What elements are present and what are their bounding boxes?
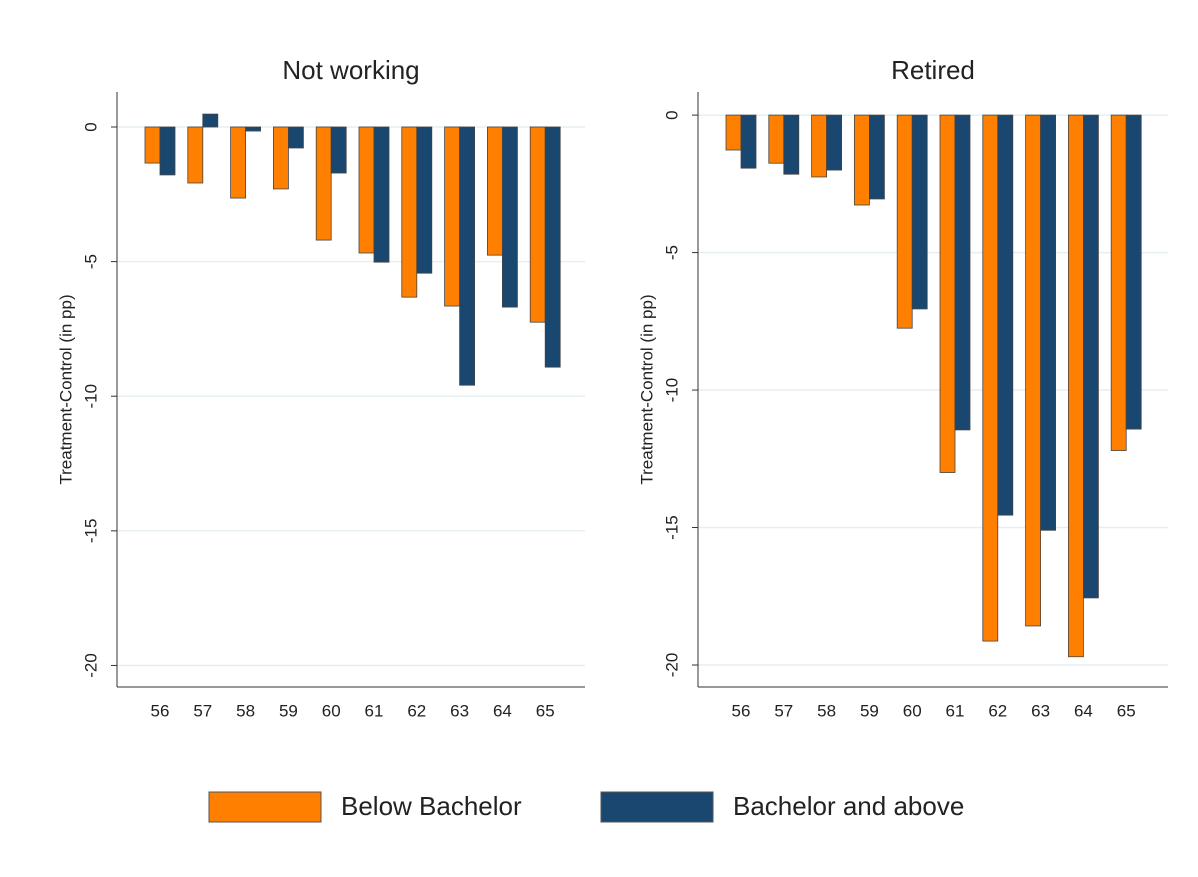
bar <box>854 114 870 206</box>
bar <box>486 126 503 256</box>
bar <box>768 114 785 164</box>
bar <box>144 126 161 164</box>
x-tick-label: 59 <box>860 701 879 720</box>
bar <box>416 126 433 274</box>
x-tick-label: 61 <box>946 701 965 720</box>
x-tick-label: 63 <box>1031 701 1050 720</box>
y-tick-label: -20 <box>662 653 681 678</box>
bar <box>1083 114 1099 599</box>
bar <box>459 126 476 386</box>
bar <box>1125 114 1142 430</box>
x-tick-label: 65 <box>536 701 555 720</box>
y-tick-label: -15 <box>662 515 681 540</box>
bar <box>202 113 219 128</box>
x-tick-label: 60 <box>322 701 341 720</box>
y-tick-label: 0 <box>81 122 100 131</box>
x-tick-label: 59 <box>279 701 298 720</box>
y-tick-label: -5 <box>662 245 681 260</box>
bar <box>869 114 885 200</box>
chart-title: Not working <box>282 55 419 85</box>
bar <box>373 126 390 263</box>
legend-label: Bachelor and above <box>733 791 964 821</box>
bar <box>911 114 928 310</box>
chart-title: Retired <box>891 55 975 85</box>
bar <box>287 126 304 149</box>
bar <box>1068 114 1084 658</box>
bar <box>501 126 518 308</box>
bar <box>982 114 999 642</box>
bar <box>358 126 375 254</box>
x-tick-label: 60 <box>903 701 922 720</box>
y-tick-label: 0 <box>662 110 681 119</box>
bar <box>939 114 956 473</box>
x-tick-label: 65 <box>1117 701 1136 720</box>
y-tick-label: -5 <box>81 254 100 269</box>
bar <box>1110 114 1127 451</box>
x-tick-label: 58 <box>236 701 255 720</box>
bar <box>1040 114 1056 531</box>
y-tick-label: -10 <box>81 384 100 409</box>
bar <box>725 114 742 151</box>
y-tick-label: -15 <box>81 519 100 544</box>
y-axis-title: Treatment-Control (in pp) <box>56 294 75 484</box>
bar <box>783 114 800 175</box>
x-tick-label: 64 <box>1074 701 1093 720</box>
legend-swatch <box>208 791 322 823</box>
x-tick-label: 64 <box>493 701 512 720</box>
bar <box>315 126 332 241</box>
x-tick-label: 61 <box>365 701 384 720</box>
y-tick-label: -10 <box>662 378 681 403</box>
bar <box>529 126 546 323</box>
bar <box>230 126 247 199</box>
bar <box>159 126 176 176</box>
bar <box>811 114 827 178</box>
bar <box>272 126 289 190</box>
x-tick-label: 57 <box>193 701 212 720</box>
bar <box>954 114 971 431</box>
x-tick-label: 62 <box>407 701 426 720</box>
legend-label: Below Bachelor <box>341 791 522 821</box>
legend-swatch <box>600 791 714 823</box>
bar <box>896 114 913 329</box>
bar <box>1025 114 1041 627</box>
bar <box>740 114 757 169</box>
bar <box>444 126 461 307</box>
y-tick-label: -20 <box>81 653 100 678</box>
bar <box>997 114 1014 516</box>
x-tick-label: 56 <box>151 701 170 720</box>
x-tick-label: 56 <box>732 701 751 720</box>
x-tick-label: 62 <box>988 701 1007 720</box>
bar <box>826 114 842 171</box>
x-tick-label: 63 <box>450 701 469 720</box>
bar <box>330 126 347 174</box>
bar <box>245 126 262 132</box>
x-tick-label: 57 <box>774 701 793 720</box>
bar <box>544 126 561 368</box>
bar <box>187 126 204 184</box>
x-tick-label: 58 <box>817 701 836 720</box>
y-axis-title: Treatment-Control (in pp) <box>637 294 656 484</box>
bar <box>401 126 418 298</box>
